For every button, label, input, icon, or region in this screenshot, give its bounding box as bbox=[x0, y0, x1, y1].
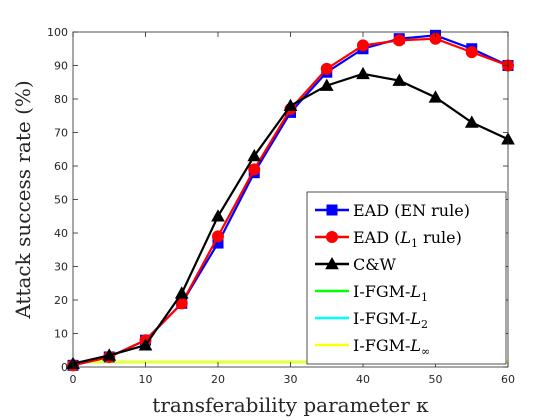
series-2 bbox=[66, 66, 515, 369]
legend-item-0: EAD (EN rule) bbox=[315, 201, 470, 220]
data-point-2-7 bbox=[319, 78, 334, 91]
x-tick-label: 20 bbox=[211, 373, 225, 386]
y-tick-label: 90 bbox=[54, 60, 68, 73]
legend-swatch-marker bbox=[326, 204, 338, 216]
data-point-2-11 bbox=[464, 115, 479, 128]
data-point-2-5 bbox=[247, 148, 262, 162]
y-tick-label: 50 bbox=[54, 194, 68, 207]
data-point-2-10 bbox=[428, 90, 443, 103]
legend-label: I-FGM-L∞ bbox=[353, 336, 430, 358]
data-point-1-11 bbox=[465, 46, 478, 59]
legend-label: EAD (L1 rule) bbox=[353, 228, 462, 250]
series-layer bbox=[66, 29, 515, 372]
y-tick-label: 100 bbox=[47, 26, 68, 39]
legend-swatch-marker bbox=[325, 256, 339, 270]
x-tick-label: 50 bbox=[429, 373, 443, 386]
x-tick-label: 40 bbox=[356, 373, 370, 386]
data-point-1-9 bbox=[393, 34, 406, 47]
data-point-2-1 bbox=[102, 348, 117, 361]
data-point-1-5 bbox=[248, 163, 261, 176]
data-point-2-4 bbox=[211, 209, 225, 222]
y-tick-label: 30 bbox=[54, 261, 68, 274]
legend-item-3: I-FGM-L1 bbox=[315, 282, 428, 304]
legend-label: I-FGM-L2 bbox=[353, 309, 428, 331]
legend: EAD (EN rule) EAD (L1 rule) C&W I-FGM-L1 I-F… bbox=[306, 191, 507, 365]
y-tick-label: 10 bbox=[54, 328, 68, 341]
y-tick-label: 0 bbox=[61, 361, 68, 374]
data-point-2-8 bbox=[356, 66, 370, 80]
y-axis-title: Attack success rate (%) bbox=[11, 80, 35, 319]
x-tick-label: 0 bbox=[70, 373, 77, 386]
legend-label: EAD (EN rule) bbox=[353, 201, 470, 220]
data-point-2-3 bbox=[174, 286, 189, 299]
legend-item-2: C&W bbox=[315, 255, 396, 274]
x-tick-label: 60 bbox=[501, 373, 515, 386]
data-point-1-4 bbox=[212, 230, 224, 243]
x-tick-label: 30 bbox=[284, 373, 298, 386]
y-tick-label: 70 bbox=[54, 127, 68, 140]
x-tick-label: 10 bbox=[139, 373, 153, 386]
legend-item-1: EAD (L1 rule) bbox=[315, 228, 462, 250]
legend-label: I-FGM-L1 bbox=[353, 282, 428, 304]
axes-layer: 0 10 20 30 40 50 60 0 10 20 30 40 50 60 70 80 90 100 bbox=[47, 26, 515, 386]
legend-label: C&W bbox=[353, 255, 396, 274]
legend-item-4: I-FGM-L2 bbox=[315, 309, 428, 331]
legend-box bbox=[306, 191, 507, 365]
y-tick-label: 60 bbox=[54, 160, 68, 173]
legend-swatch-marker bbox=[326, 231, 338, 243]
y-tick-label: 80 bbox=[54, 93, 68, 106]
data-point-1-7 bbox=[320, 62, 333, 75]
data-point-2-9 bbox=[392, 73, 407, 86]
data-point-2-2 bbox=[138, 338, 153, 351]
y-tick-label: 20 bbox=[54, 294, 68, 307]
data-point-1-8 bbox=[357, 39, 369, 52]
y-tick-label: 40 bbox=[54, 227, 68, 240]
legend-item-5: I-FGM-L∞ bbox=[315, 336, 430, 358]
data-point-2-6 bbox=[283, 98, 298, 111]
x-axis-title: transferability parameter κ bbox=[152, 393, 429, 417]
